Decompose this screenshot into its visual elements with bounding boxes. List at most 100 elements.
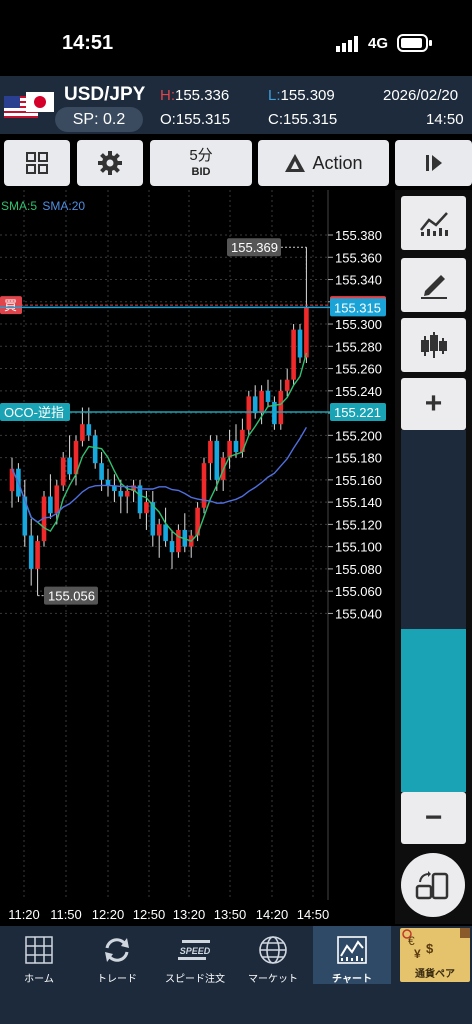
zoom-out-button[interactable]: − <box>401 792 466 844</box>
time-axis: 11:20 11:50 12:20 12:50 13:20 13:50 14:20 14:50 <box>8 907 329 922</box>
nav-chart-label: チャート <box>332 974 372 985</box>
candle-down <box>214 440 220 480</box>
candle-down <box>137 485 143 514</box>
candle-up <box>156 524 162 536</box>
candle-up <box>195 507 200 536</box>
price-tick-label: 155.200 <box>335 428 382 443</box>
nav-currency-pair-label: 通貨ペア <box>415 969 455 980</box>
high-tag-bg <box>227 238 281 257</box>
home-grid-icon <box>25 936 53 964</box>
sma20-legend: SMA:20 <box>42 199 86 213</box>
high-price: H:155.336 <box>160 87 230 104</box>
draw-button[interactable] <box>401 258 466 312</box>
candle-down <box>118 490 124 497</box>
price-tick-label: 155.280 <box>335 339 382 354</box>
candle-up <box>176 529 181 553</box>
action-button[interactable]: Action <box>258 140 389 186</box>
candle-down <box>67 457 72 475</box>
candle-down <box>265 390 271 402</box>
nav-trade[interactable]: トレード <box>78 930 156 985</box>
nav-speed-order-label: スピード注文 <box>165 974 225 985</box>
buy-tag-bg <box>0 296 22 315</box>
candle-up <box>9 468 15 491</box>
price-tick-label: 155.240 <box>335 384 382 399</box>
sma20-line <box>11 426 308 524</box>
oco-price-tag-bg <box>330 402 386 421</box>
svg-text:$: $ <box>426 941 434 956</box>
candlestick-icon <box>420 332 447 358</box>
bottom-nav <box>0 926 472 1024</box>
price-type-label: BID <box>191 166 211 178</box>
action-label: Action <box>312 152 363 173</box>
menu-button[interactable] <box>4 140 70 186</box>
nav-chart[interactable]: チャート <box>313 930 391 985</box>
play-button[interactable] <box>395 140 472 186</box>
candle-up <box>278 390 284 425</box>
candle-down <box>272 401 277 425</box>
current-price-tag: 155.315 <box>330 298 386 317</box>
nav-home[interactable]: ホーム <box>0 930 78 985</box>
zoom-slider[interactable] <box>401 430 466 792</box>
candle-up <box>60 457 66 486</box>
sma5-legend: SMA:5 <box>1 199 38 213</box>
candle-down <box>28 535 34 569</box>
timeframe-button[interactable]: 5分 BID <box>150 140 252 186</box>
candle-down <box>86 424 92 436</box>
currency-pair[interactable]: USD/JPY <box>64 84 146 105</box>
buy-tag-text: 買 <box>4 298 17 313</box>
rotate-screen-icon <box>415 871 449 900</box>
nav-home-label: ホーム <box>24 974 54 985</box>
candle-up <box>240 429 245 453</box>
candle-down <box>297 329 303 358</box>
candle-down <box>169 541 175 553</box>
nav-speed-order[interactable]: SPEED スピード注文 <box>156 930 234 985</box>
oco-tag-text: OCO-逆指 <box>4 405 64 420</box>
zoom-slider-fill <box>401 629 466 792</box>
candle-down <box>48 496 53 514</box>
candle-up <box>144 502 149 514</box>
settings-button[interactable] <box>77 140 143 186</box>
candle-up <box>291 329 296 380</box>
candle-down <box>22 496 28 536</box>
oco-tag-bg <box>0 402 70 421</box>
candle-up <box>80 424 85 441</box>
zoom-in-button[interactable]: + <box>401 378 466 430</box>
candle-up <box>259 390 264 414</box>
gear-icon <box>98 151 122 175</box>
current-price-tag-text: 155.315 <box>334 300 381 315</box>
grid-icon <box>26 152 48 174</box>
candle-down <box>252 396 258 414</box>
time-tick-label: 13:50 <box>214 907 247 922</box>
time-tick-label: 12:50 <box>133 907 166 922</box>
nav-trade-label: トレード <box>97 974 137 985</box>
candle-down <box>150 502 156 536</box>
price-tick-label: 155.260 <box>335 362 382 377</box>
low-price: L:155.309 <box>268 87 335 104</box>
oco-price-tag: 155.221 <box>330 402 386 421</box>
trade-arrows-icon <box>105 938 129 962</box>
speed-icon: SPEED <box>178 940 211 960</box>
price-tick-label: 155.100 <box>335 540 382 555</box>
oco-tag: OCO-逆指 <box>0 402 70 421</box>
nav-market[interactable]: マーケット <box>234 930 312 985</box>
price-chart[interactable]: 155.380155.360155.340155.320155.300155.2… <box>0 190 395 926</box>
indicator-button[interactable] <box>401 196 466 250</box>
price-tick-label: 155.300 <box>335 317 382 332</box>
svg-text:¥: ¥ <box>414 947 421 961</box>
candle-up <box>304 307 309 358</box>
currency-icon: € ¥ $ <box>402 928 470 961</box>
buy-tag: 買 <box>0 296 22 315</box>
candle-up <box>41 496 47 542</box>
price-tick-label: 155.180 <box>335 451 382 466</box>
nav-currency-pair[interactable]: € ¥ $ 通貨ペア <box>400 928 470 982</box>
svg-text:SPEED: SPEED <box>180 946 211 956</box>
rotate-button[interactable] <box>401 853 465 917</box>
candle-up <box>54 485 60 514</box>
candle-type-button[interactable] <box>401 318 466 372</box>
price-tick-label: 155.340 <box>335 273 382 288</box>
nav-active-highlight <box>313 926 391 984</box>
candle-up <box>208 440 213 464</box>
pencil-icon <box>420 275 447 299</box>
time-tick-label: 14:50 <box>297 907 330 922</box>
price-tick-label: 155.120 <box>335 517 382 532</box>
